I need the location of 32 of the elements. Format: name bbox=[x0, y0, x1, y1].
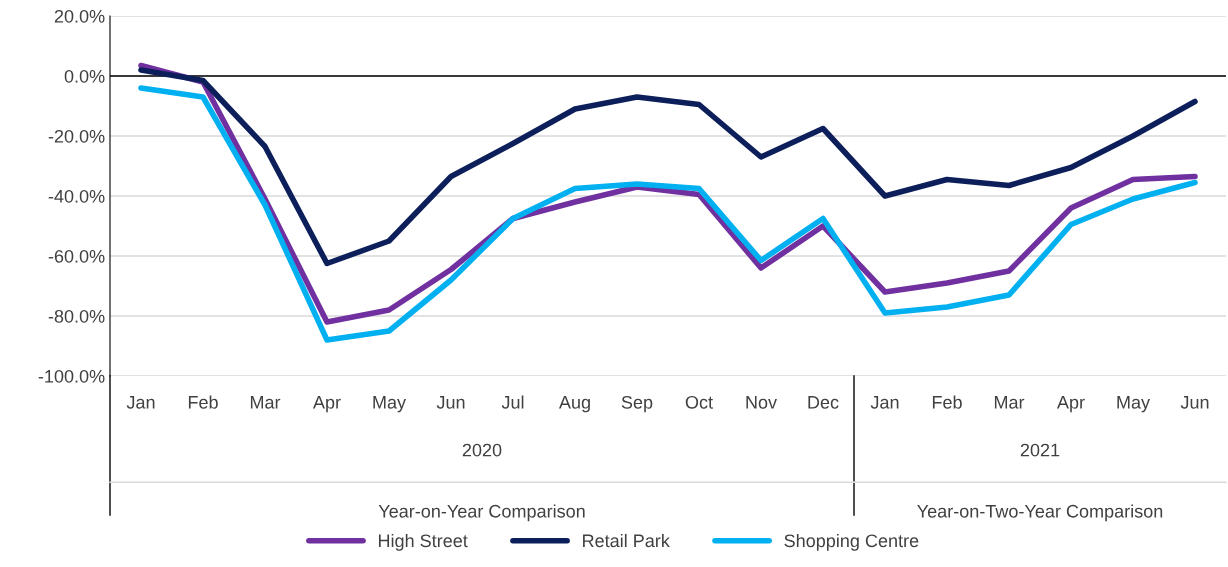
x-tick-label: Apr bbox=[1056, 396, 1085, 413]
x-tick-label: Feb bbox=[932, 395, 962, 409]
x-tick-label: Aug bbox=[558, 396, 590, 413]
legend-label: Retail Park bbox=[583, 533, 670, 548]
x-tick-label: Jan bbox=[870, 396, 899, 409]
x-tick-label: Mar bbox=[250, 396, 281, 409]
x-tick-label: May bbox=[1117, 396, 1151, 413]
y-tick-label: -40.0% bbox=[48, 189, 105, 203]
legend-label: Shopping Centre bbox=[784, 533, 919, 551]
x-tick-label: Mar bbox=[994, 396, 1025, 409]
x-tick-label: Oct bbox=[685, 395, 713, 409]
y-tick-label: -100.0% bbox=[38, 369, 105, 383]
text: Year-on-Year Comparison bbox=[378, 504, 585, 522]
text: 2020 bbox=[462, 443, 502, 457]
x-tick-label: Jun bbox=[1180, 396, 1209, 409]
x-tick-label: Apr bbox=[312, 396, 341, 413]
x-tick-label: May bbox=[373, 396, 407, 413]
x-tick-label: Dec bbox=[808, 396, 839, 409]
y-tick-label: -60.0% bbox=[48, 249, 105, 263]
y-tick-label: -20.0% bbox=[48, 129, 105, 143]
x-tick-label: Feb bbox=[188, 395, 218, 409]
x-tick-label: Nov bbox=[746, 396, 777, 409]
y-tick-label: 20.0% bbox=[54, 9, 105, 23]
x-tick-label: Jul bbox=[501, 395, 524, 409]
text: Year-on-Two-Year Comparison bbox=[917, 504, 1163, 522]
y-tick-label: -80.0% bbox=[48, 309, 105, 323]
x-tick-label: Jun bbox=[436, 396, 465, 409]
text: 2021 bbox=[1020, 443, 1060, 457]
x-tick-label: Sep bbox=[621, 395, 653, 413]
legend-label: High Street bbox=[378, 533, 468, 551]
x-tick-label: Jan bbox=[126, 396, 155, 409]
y-tick-label: 0.0% bbox=[64, 69, 105, 83]
